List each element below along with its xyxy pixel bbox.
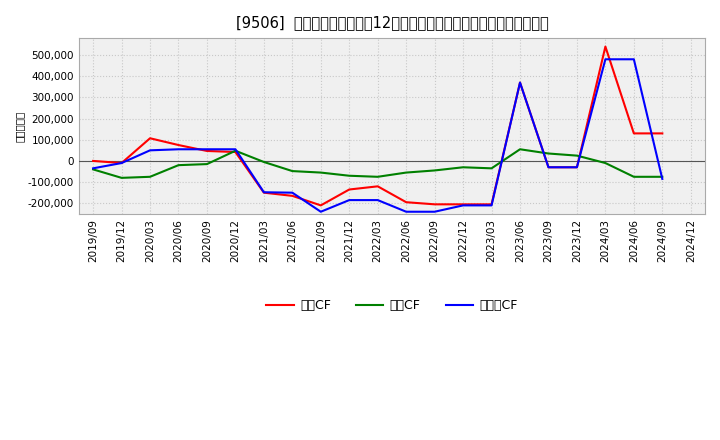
Line: 投資CF: 投資CF	[93, 149, 662, 178]
フリーCF	[572, 165, 581, 170]
Line: 営業CF: 営業CF	[93, 47, 662, 205]
投資CF	[231, 148, 240, 154]
営業CF	[516, 80, 524, 85]
フリーCF	[629, 57, 638, 62]
投資CF	[174, 162, 183, 168]
投資CF	[658, 174, 667, 180]
投資CF	[629, 174, 638, 180]
投資CF	[288, 169, 297, 174]
営業CF	[601, 44, 610, 49]
投資CF	[117, 175, 126, 180]
営業CF	[431, 202, 439, 207]
フリーCF	[231, 147, 240, 152]
営業CF	[374, 183, 382, 189]
フリーCF	[145, 148, 154, 153]
フリーCF	[288, 190, 297, 195]
Line: フリーCF: フリーCF	[93, 59, 662, 212]
Y-axis label: （百万円）: （百万円）	[15, 110, 25, 142]
フリーCF	[516, 80, 524, 85]
投資CF	[459, 165, 467, 170]
Title: [9506]  キャッシュフローの12か月移動合計の対前年同期増減額の推移: [9506] キャッシュフローの12か月移動合計の対前年同期増減額の推移	[235, 15, 549, 30]
Legend: 営業CF, 投資CF, フリーCF: 営業CF, 投資CF, フリーCF	[261, 294, 523, 317]
営業CF	[629, 131, 638, 136]
営業CF	[117, 161, 126, 166]
投資CF	[572, 153, 581, 158]
投資CF	[202, 161, 211, 167]
投資CF	[374, 174, 382, 180]
投資CF	[259, 159, 268, 165]
フリーCF	[89, 166, 97, 171]
投資CF	[544, 151, 553, 156]
フリーCF	[601, 57, 610, 62]
営業CF	[288, 193, 297, 198]
営業CF	[174, 143, 183, 148]
投資CF	[516, 147, 524, 152]
営業CF	[572, 165, 581, 170]
投資CF	[431, 168, 439, 173]
営業CF	[89, 158, 97, 164]
投資CF	[89, 167, 97, 172]
営業CF	[231, 150, 240, 155]
フリーCF	[345, 198, 354, 203]
営業CF	[459, 202, 467, 207]
営業CF	[345, 187, 354, 192]
営業CF	[487, 202, 496, 207]
営業CF	[259, 190, 268, 195]
フリーCF	[544, 165, 553, 170]
営業CF	[544, 165, 553, 170]
投資CF	[345, 173, 354, 178]
フリーCF	[317, 209, 325, 214]
フリーCF	[459, 203, 467, 208]
フリーCF	[259, 190, 268, 195]
フリーCF	[402, 209, 410, 214]
フリーCF	[202, 147, 211, 152]
営業CF	[202, 148, 211, 154]
フリーCF	[658, 176, 667, 182]
フリーCF	[431, 209, 439, 214]
投資CF	[601, 161, 610, 166]
営業CF	[317, 203, 325, 208]
フリーCF	[117, 161, 126, 166]
フリーCF	[174, 147, 183, 152]
営業CF	[402, 200, 410, 205]
投資CF	[487, 166, 496, 171]
営業CF	[145, 136, 154, 141]
投資CF	[145, 174, 154, 180]
営業CF	[658, 131, 667, 136]
フリーCF	[374, 198, 382, 203]
投資CF	[317, 170, 325, 175]
投資CF	[402, 170, 410, 175]
フリーCF	[487, 203, 496, 208]
